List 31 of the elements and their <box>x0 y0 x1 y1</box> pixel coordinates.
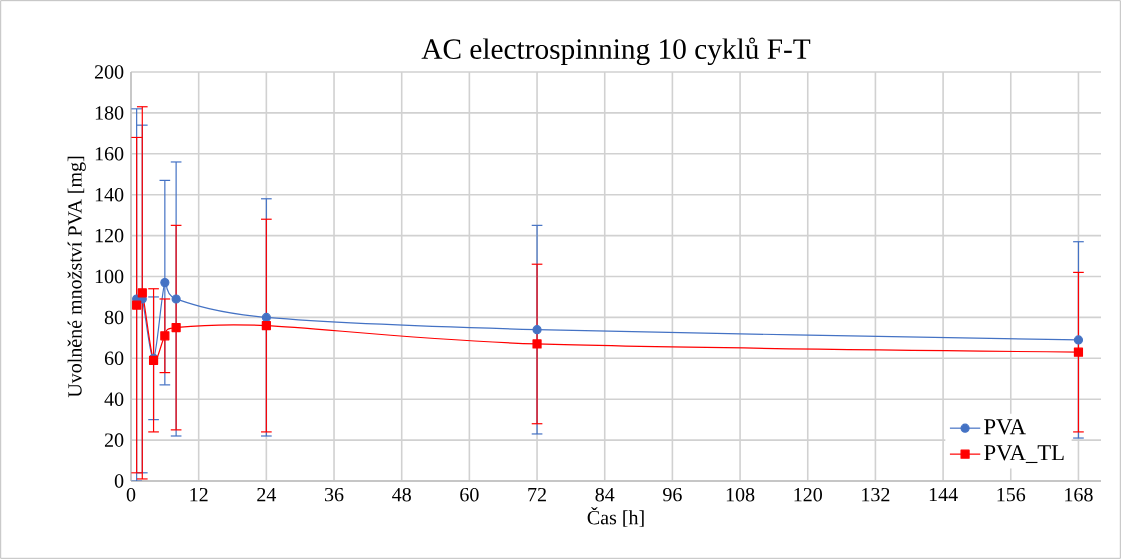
x-tick-label: 72 <box>528 487 546 502</box>
y-tick-label: 100 <box>95 269 124 284</box>
x-tick-label: 84 <box>595 487 615 502</box>
chart-title: AC electrospinning 10 cyklů F-T <box>421 37 811 66</box>
x-tick-label: 12 <box>190 487 208 502</box>
y-tick-label: 0 <box>114 474 124 488</box>
x-tick-label: 144 <box>929 487 958 502</box>
y-tick-label: 40 <box>104 392 124 406</box>
x-tick-label: 0 <box>126 487 136 502</box>
x-tick-label: 168 <box>1065 487 1093 502</box>
y-tick-label: 200 <box>94 65 124 79</box>
y-tick-label: 160 <box>95 147 124 161</box>
x-axis-title: Čas [h] <box>587 507 644 527</box>
x-tick-label: 108 <box>726 487 755 502</box>
legend-label: PVA <box>984 419 1026 435</box>
y-tick-label: 20 <box>104 433 124 447</box>
x-tick-label: 156 <box>997 487 1026 502</box>
x-tick-label: 36 <box>324 487 344 502</box>
y-tick-label: 140 <box>95 187 124 202</box>
legend-label: PVA_TL <box>984 445 1064 464</box>
y-tick-label: 120 <box>95 228 124 243</box>
y-tick-label: 80 <box>104 310 124 325</box>
x-tick-label: 24 <box>257 487 277 502</box>
x-tick-label: 96 <box>663 487 682 502</box>
x-tick-label: 48 <box>392 487 411 502</box>
x-tick-label: 60 <box>460 487 479 502</box>
y-axis-title: Uvolněné množství PVA [mg] <box>67 156 86 398</box>
x-tick-label: 120 <box>794 487 822 502</box>
y-tick-label: 60 <box>104 351 124 366</box>
x-tick-label: 132 <box>862 487 890 502</box>
y-tick-label: 180 <box>95 106 124 120</box>
